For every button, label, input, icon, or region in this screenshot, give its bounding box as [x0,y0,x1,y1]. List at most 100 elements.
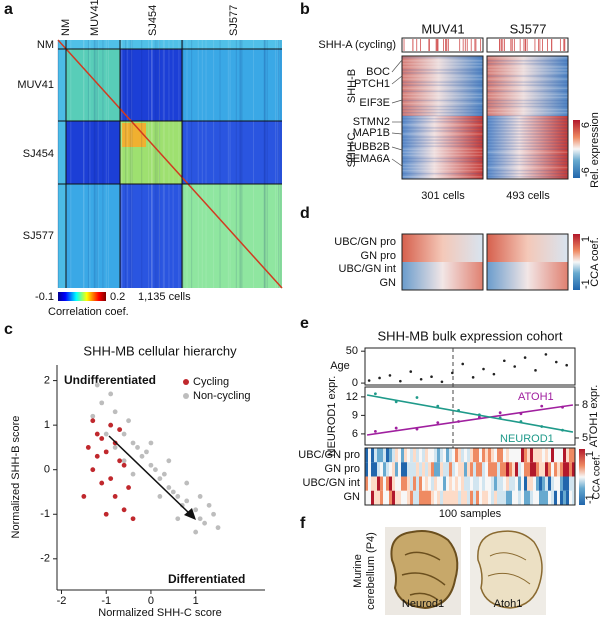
texture-row [487,154,568,157]
chart-title: SHH-MB bulk expression cohort [378,328,563,343]
heatmap-cell [452,476,456,491]
point [175,516,181,522]
heatmap-cell [554,462,558,477]
series-label: ATOH1 [518,391,554,403]
point [135,445,140,450]
texture-row [402,160,483,163]
texture-row [402,87,483,89]
heatmap-row [402,262,483,276]
y2-tick-label: 5 [582,432,588,444]
heatmap-cell [371,462,375,477]
heatmap-cell [494,476,498,491]
point [112,409,118,415]
heatmap-cell [479,462,483,477]
heatmap-cell [515,490,519,506]
heatmap-cell [542,448,546,463]
heatmap-cell [440,462,444,477]
colorbar-label: Correlation coef. [48,306,129,318]
heatmap-cell [383,448,387,463]
heatmap-cell [443,448,447,463]
point [415,396,419,399]
heatmap-cell [473,448,477,463]
heatmap-cell [443,476,447,491]
y-tick-label: -1 [40,508,50,520]
point [534,369,537,372]
point [166,485,172,490]
heatmap-cell [440,490,444,506]
point [121,462,127,468]
heatmap-cell [431,476,435,491]
point [112,445,118,450]
heatmap-cell [569,476,573,491]
gene-label: TUBB2B [347,141,390,153]
heatmap-cell [452,490,456,506]
heatmap-cell [389,476,393,491]
heatmap-cell [380,462,384,477]
heatmap-cell [536,462,540,477]
heatmap-cell [509,476,513,491]
point [90,418,96,424]
texture-row [487,160,568,163]
texture-row [402,151,483,154]
texture-row [487,169,568,172]
panel-a: a NM MUV41 SJ454 SJ577 NM MUV41 SJ454 SJ… [4,0,283,318]
heatmap [402,116,483,179]
heatmap-cell [419,448,423,463]
point [103,511,109,517]
heatmap-cell [539,448,543,463]
y-tick-label: 0 [352,377,358,389]
row-label: SJ454 [23,148,54,160]
point [148,462,154,468]
heatmap-cell [404,476,408,491]
heatmap-cell [530,476,534,491]
heatmap-cell [515,448,519,463]
texture-row [487,96,568,99]
heatmap-cell [449,476,453,491]
heatmap-cell [548,490,552,506]
heatmap-cell [428,448,432,463]
sample-count: 100 samples [439,508,502,520]
panel-label: d [300,205,310,222]
heatmap [402,234,568,290]
annotation: Undifferentiated [64,373,156,387]
texture-row [402,96,483,99]
texture-row [487,118,568,120]
point [544,353,548,356]
legend-label: Non-cycling [193,390,250,402]
separators [58,40,282,288]
column-label: NM [60,19,72,36]
point [94,431,100,437]
texture-row [402,166,483,169]
point [103,449,109,455]
colorbar [58,292,106,301]
heatmap-cell [422,476,426,491]
heatmap-cell [548,476,552,491]
colorbar-min: -6 [580,167,592,177]
colorbar-min: -0.1 [35,291,54,303]
heatmap-cell [569,462,573,477]
heatmap-cell [572,448,576,463]
row-label: GN [344,491,361,503]
heatmap-cell [386,476,390,491]
texture-row [402,81,483,83]
point [81,494,87,499]
heatmap-cell [422,448,426,463]
panel-label: c [4,321,13,338]
series-label: NEUROD1 [500,433,554,445]
arrow [108,435,191,515]
heatmap-cell [467,490,471,506]
x-tick-label: -1 [101,595,111,607]
point [503,359,506,363]
texture-row [402,136,483,138]
heatmap-cell [563,462,567,477]
heatmap-cell [461,476,465,491]
texture-row [402,66,483,68]
point [108,391,114,397]
heatmap-cell [521,490,525,506]
colorbar-max: 0.2 [110,291,125,303]
point [99,480,105,486]
heatmap-cell [443,490,447,506]
texture-row [402,172,483,175]
heatmap-cell [425,448,429,463]
colorbar-max: 1 [580,236,592,242]
